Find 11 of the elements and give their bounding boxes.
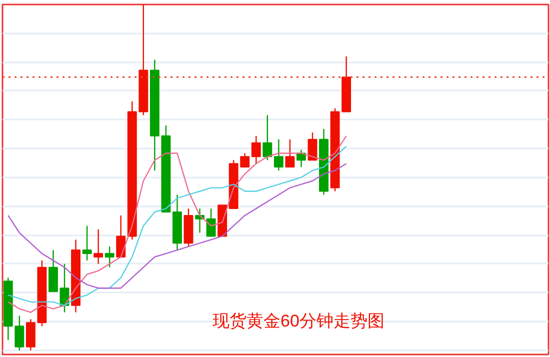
- candlestick: [285, 138, 295, 168]
- candlestick: [104, 246, 114, 268]
- candlestick: [274, 138, 284, 172]
- candlestick: [251, 135, 261, 164]
- candlestick: [82, 225, 92, 262]
- text: 现货黄金60分钟走势图: [212, 312, 384, 330]
- candlestick: [206, 208, 216, 237]
- candlestick: [94, 228, 104, 264]
- candlestick: [116, 214, 126, 258]
- candlestick: [262, 114, 272, 161]
- candlestick: [14, 315, 24, 351]
